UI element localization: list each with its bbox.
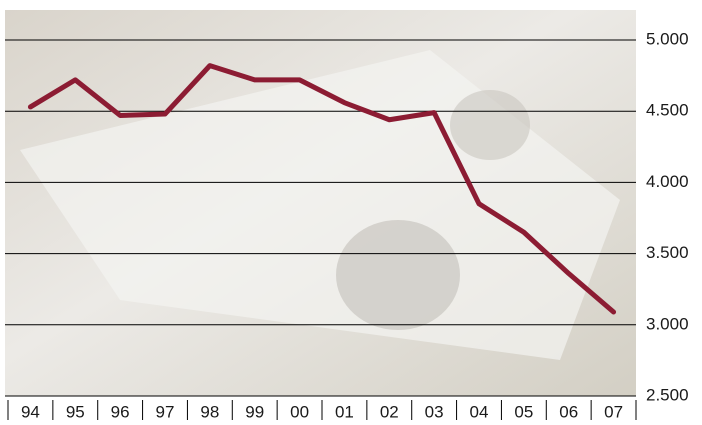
y-tick-label: 3.000	[646, 314, 689, 333]
y-tick-label: 2.500	[646, 385, 689, 404]
x-tick-label: 94	[21, 402, 40, 421]
y-tick-label: 3.500	[646, 243, 689, 262]
x-tick-label: 98	[200, 402, 219, 421]
photo-shape	[336, 220, 460, 330]
chart: 2.500 3.000 3.500 4.000 4.500 5.000 94 95 96 97 98…	[0, 0, 702, 425]
x-tick-label: 96	[111, 402, 130, 421]
page: {"chart_data": {"type": "line", "categor…	[0, 0, 702, 425]
x-tick-label: 99	[245, 402, 264, 421]
x-tick-label: 00	[290, 402, 309, 421]
x-tick-label: 01	[335, 402, 354, 421]
x-tick-label: 07	[604, 402, 623, 421]
x-tick-label: 06	[559, 402, 578, 421]
y-tick-label: 5.000	[646, 29, 689, 48]
x-tick-label: 02	[380, 402, 399, 421]
y-tick-label: 4.000	[646, 172, 689, 191]
x-tick-label: 03	[425, 402, 444, 421]
y-tick-label: 4.500	[646, 101, 689, 120]
x-tick-label: 04	[470, 402, 489, 421]
x-tick-label: 97	[156, 402, 175, 421]
x-tick-label: 95	[66, 402, 85, 421]
photo-shape	[450, 90, 530, 160]
x-tick-label: 05	[514, 402, 533, 421]
